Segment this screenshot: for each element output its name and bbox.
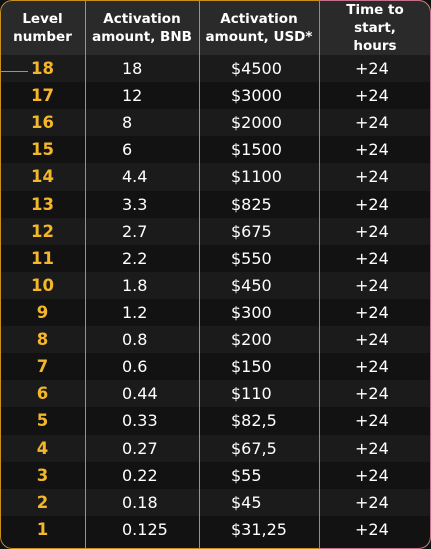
bnb-amount-cell: 0.27 [85, 434, 199, 462]
usd-amount-cell: $300 [199, 298, 319, 327]
bnb-amount-cell: 2.2 [85, 244, 199, 272]
usd-amount-cell: $1500 [199, 136, 319, 164]
level-cell: 6 [0, 380, 85, 408]
level-cell: 17 [0, 82, 85, 110]
level-cell: 14 [0, 163, 85, 191]
usd-amount-cell: $675 [199, 217, 319, 245]
bnb-amount-cell: 8 [85, 109, 199, 137]
level-cell: 18 [0, 55, 85, 83]
time-to-start-cell: +24 [319, 515, 431, 543]
usd-amount-cell: $200 [199, 326, 319, 354]
header-time-to-start: Time to start, hours [319, 0, 431, 55]
time-to-start-cell: +24 [319, 271, 431, 299]
usd-amount-cell: $82,5 [199, 407, 319, 435]
usd-amount-cell: $45 [199, 488, 319, 516]
usd-amount-cell: $55 [199, 461, 319, 489]
level-cell: 8 [0, 326, 85, 354]
usd-amount-cell: $67,5 [199, 434, 319, 462]
level-cell: 7 [0, 353, 85, 381]
usd-amount-cell: $150 [199, 353, 319, 381]
time-to-start-cell: +24 [319, 461, 431, 489]
usd-amount-cell: $450 [199, 271, 319, 299]
level-cell: 15 [0, 136, 85, 164]
usd-amount-cell: $550 [199, 244, 319, 272]
column-divider [199, 0, 200, 549]
time-to-start-cell: +24 [319, 380, 431, 408]
bnb-amount-cell: 0.8 [85, 326, 199, 354]
level-cell: 12 [0, 217, 85, 245]
time-to-start-cell: +24 [319, 190, 431, 218]
time-to-start-cell: +24 [319, 326, 431, 354]
bnb-amount-cell: 0.22 [85, 461, 199, 489]
time-to-start-cell: +24 [319, 109, 431, 137]
time-to-start-cell: +24 [319, 434, 431, 462]
level-cell: 11 [0, 244, 85, 272]
current-level-marker [0, 71, 28, 72]
level-cell: 2 [0, 488, 85, 516]
time-to-start-cell: +24 [319, 353, 431, 381]
bnb-amount-cell: 3.3 [85, 190, 199, 218]
header-activation-bnb: Activation amount, BNB [85, 0, 199, 55]
level-cell: 9 [0, 298, 85, 327]
bnb-amount-cell: 2.7 [85, 217, 199, 245]
level-cell: 13 [0, 190, 85, 218]
bnb-amount-cell: 12 [85, 82, 199, 110]
usd-amount-cell: $825 [199, 190, 319, 218]
level-cell: 10 [0, 271, 85, 299]
bnb-amount-cell: 4.4 [85, 163, 199, 191]
time-to-start-cell: +24 [319, 163, 431, 191]
bnb-amount-cell: 0.44 [85, 380, 199, 408]
bnb-amount-cell: 0.125 [85, 515, 199, 543]
header-level-number: Level number [0, 0, 85, 55]
bnb-amount-cell: 1.8 [85, 271, 199, 299]
header-activation-usd: Activation amount, USD* [199, 0, 319, 55]
usd-amount-cell: $1100 [199, 163, 319, 191]
column-divider [85, 0, 86, 549]
usd-amount-cell: $110 [199, 380, 319, 408]
level-cell: 1 [0, 515, 85, 543]
usd-amount-cell: $4500 [199, 55, 319, 83]
time-to-start-cell: +24 [319, 298, 431, 327]
level-cell: 5 [0, 407, 85, 435]
bnb-amount-cell: 1.2 [85, 298, 199, 327]
column-divider [319, 0, 320, 549]
bnb-amount-cell: 18 [85, 55, 199, 83]
time-to-start-cell: +24 [319, 488, 431, 516]
level-cell: 16 [0, 109, 85, 137]
bnb-amount-cell: 0.33 [85, 407, 199, 435]
bnb-amount-cell: 0.6 [85, 353, 199, 381]
time-to-start-cell: +24 [319, 82, 431, 110]
usd-amount-cell: $2000 [199, 109, 319, 137]
usd-amount-cell: $3000 [199, 82, 319, 110]
time-to-start-cell: +24 [319, 55, 431, 83]
bnb-amount-cell: 6 [85, 136, 199, 164]
usd-amount-cell: $31,25 [199, 515, 319, 543]
level-cell: 4 [0, 434, 85, 462]
time-to-start-cell: +24 [319, 407, 431, 435]
bnb-amount-cell: 0.18 [85, 488, 199, 516]
time-to-start-cell: +24 [319, 136, 431, 164]
level-cell: 3 [0, 461, 85, 489]
time-to-start-cell: +24 [319, 217, 431, 245]
time-to-start-cell: +24 [319, 244, 431, 272]
